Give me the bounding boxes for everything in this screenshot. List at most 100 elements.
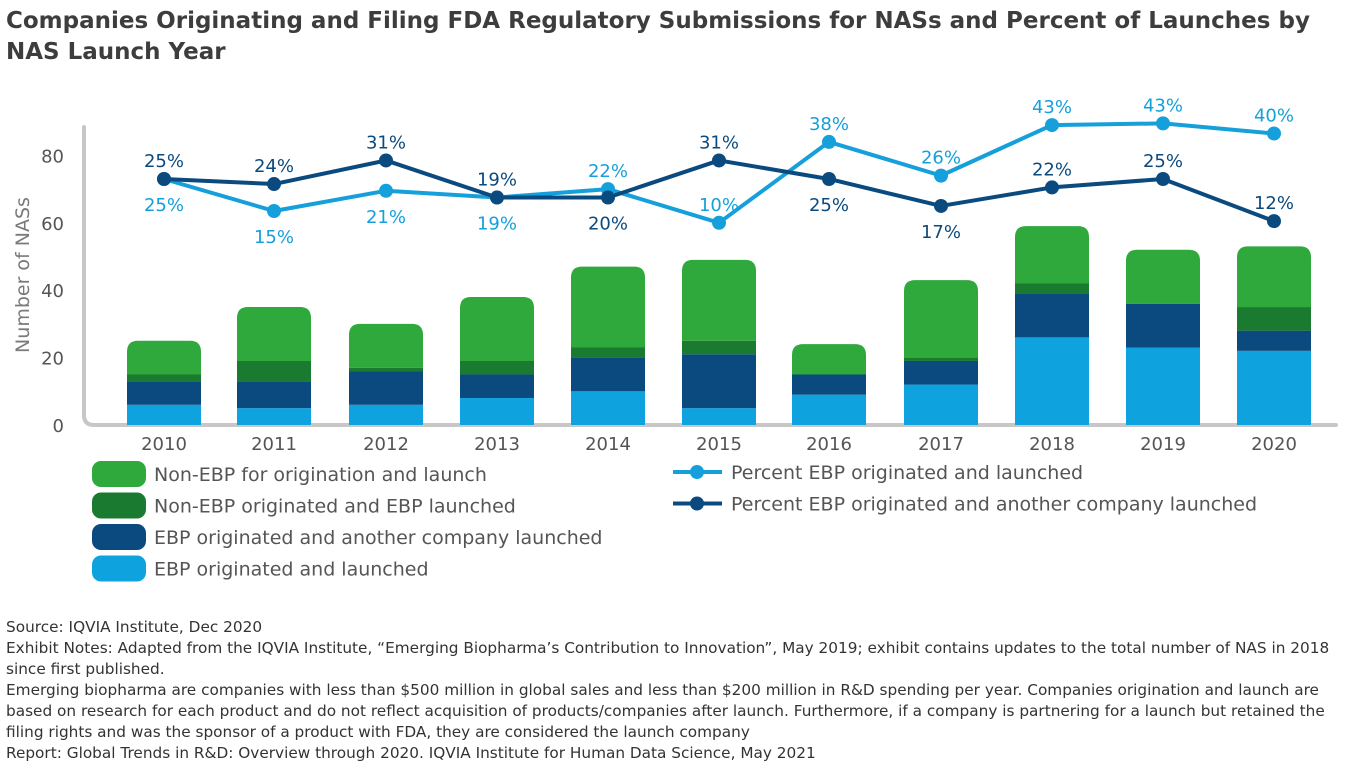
data-label: 17% [921, 222, 961, 243]
data-label: 19% [477, 214, 517, 235]
report-note: Report: Global Trends in R&D: Overview t… [6, 744, 816, 762]
legend-label: Percent EBP originated and another compa… [731, 494, 1257, 516]
data-label: 22% [588, 161, 628, 182]
y-tick-label: 0 [53, 416, 64, 437]
chart-area: 0 20 40 60 80 Number of NASs 2010 2011 2012 2013 2… [12, 95, 1338, 582]
bar-segment [904, 280, 978, 358]
bar-segment [1015, 283, 1089, 294]
bar-segment [1237, 246, 1311, 308]
bar-segment [792, 394, 866, 425]
bar-segment [904, 357, 978, 361]
y-tick-label: 40 [41, 281, 64, 302]
legend-label: EBP originated and another company launc… [154, 527, 603, 549]
line-point [379, 153, 393, 168]
line-point [379, 183, 393, 198]
bar-segment [460, 360, 534, 375]
bar-segment [460, 296, 534, 361]
bar-segment [460, 374, 534, 399]
notes: Source: IQVIA Institute, Dec 2020 Exhibi… [6, 617, 1346, 764]
line-point [934, 168, 948, 183]
source-note: Source: IQVIA Institute, Dec 2020 [6, 618, 263, 636]
data-label: 20% [588, 214, 628, 235]
bar-segment [237, 307, 311, 361]
line-point [712, 153, 726, 168]
bar-segment [792, 344, 866, 375]
y-tick-label: 60 [41, 214, 64, 235]
line-point [1156, 116, 1170, 131]
data-labels: 25% 15% 21% 19% 22% 10% 38% 26% 43% 43% 40% 25% 24% 3… [144, 95, 1294, 248]
x-tick-label: 2011 [251, 434, 297, 455]
bar-segment [792, 374, 866, 395]
x-tick-label: 2019 [1140, 434, 1186, 455]
bar-segment [127, 374, 201, 382]
line-point [1045, 180, 1059, 195]
line-point [934, 198, 948, 213]
exhibit-note: Exhibit Notes: Adapted from the IQVIA In… [6, 639, 1330, 678]
data-label: 25% [144, 195, 184, 216]
line-point [267, 204, 281, 219]
bar-segment [571, 266, 645, 348]
bar-segment [349, 371, 423, 405]
x-tick-label: 2018 [1029, 434, 1075, 455]
lines [157, 116, 1281, 230]
x-tick-label: 2020 [1251, 434, 1297, 455]
bar-segment [460, 398, 534, 425]
bar-segment [127, 340, 201, 375]
chart-title: Companies Originating and Filing FDA Reg… [6, 8, 1310, 65]
line-point [157, 171, 171, 186]
bar-segment [237, 381, 311, 409]
bar-segment [237, 408, 311, 425]
definition-note: Emerging biopharma are companies with le… [6, 681, 1325, 741]
line-point [267, 177, 281, 192]
bar-segment [904, 384, 978, 425]
data-label: 31% [366, 132, 406, 153]
y-tick-label: 20 [41, 349, 64, 370]
legend-swatch [92, 492, 146, 519]
x-tick-label: 2017 [918, 434, 964, 455]
bar-segment [349, 323, 423, 368]
bar-segment [349, 404, 423, 425]
bar-segment [1126, 249, 1200, 304]
data-label: 19% [477, 170, 517, 191]
legend-marker [690, 496, 704, 511]
axis-lines [82, 125, 1338, 427]
legend: Non-EBP for origination and launch Non-EB… [92, 461, 1257, 582]
bar-segment [1237, 350, 1311, 425]
data-label: 21% [366, 207, 406, 228]
line-point [822, 134, 836, 149]
y-tick-label: 80 [41, 146, 64, 167]
bar-segment [571, 357, 645, 392]
line-point [712, 215, 726, 230]
data-label: 25% [809, 195, 849, 216]
data-label: 24% [254, 156, 294, 177]
line-point [601, 190, 615, 205]
x-tick-label: 2012 [363, 434, 409, 455]
x-tick-label: 2013 [474, 434, 520, 455]
bar-segment [127, 404, 201, 425]
legend-swatch [92, 524, 146, 550]
data-label: 10% [699, 195, 739, 216]
x-tick-label: 2015 [696, 434, 742, 455]
legend-marker [690, 465, 704, 479]
legend-label: EBP originated and launched [154, 559, 429, 581]
data-label: 25% [1143, 151, 1183, 172]
legend-label: Percent EBP originated and launched [731, 462, 1083, 484]
bar-segment [1237, 330, 1311, 351]
bars [127, 226, 1311, 425]
data-label: 22% [1032, 159, 1072, 180]
line-point [1156, 171, 1170, 186]
bar-segment [1126, 347, 1200, 425]
bar-segment [1015, 293, 1089, 338]
legend-swatch [92, 555, 146, 582]
data-label: 40% [1254, 105, 1294, 126]
data-label: 12% [1254, 193, 1294, 214]
legend-swatch [92, 461, 146, 487]
legend-label: Non-EBP for origination and launch [154, 464, 487, 486]
bar-segment [682, 259, 756, 341]
line-point [1045, 118, 1059, 133]
data-label: 43% [1032, 97, 1072, 118]
bar-segment [349, 367, 423, 372]
data-label: 31% [699, 132, 739, 153]
legend-label: Non-EBP originated and EBP launched [154, 496, 516, 518]
data-label: 25% [144, 151, 184, 172]
